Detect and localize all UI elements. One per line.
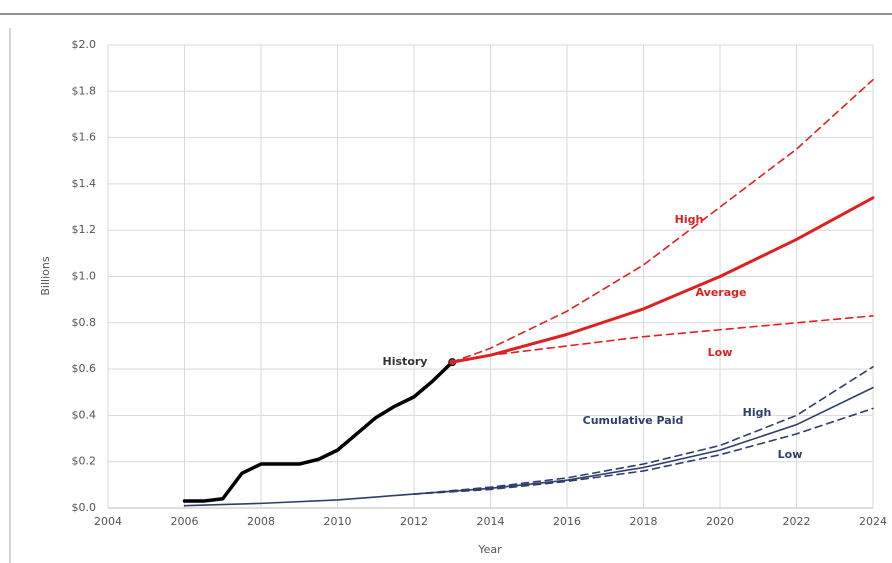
line-series (413, 365, 874, 495)
x-axis-label: Year (477, 543, 502, 556)
y-tick-label: $1.2 (72, 223, 97, 236)
series-label: Average (696, 286, 747, 299)
series-label: History (383, 355, 428, 368)
y-tick-label: $0.2 (72, 455, 97, 468)
line-series (183, 386, 874, 507)
y-tick-label: $0.0 (72, 501, 97, 514)
series-label: Cumulative Paid (583, 414, 684, 427)
y-tick-label: $1.6 (72, 131, 97, 144)
line-series (451, 315, 874, 363)
x-tick-label: 2006 (171, 515, 199, 528)
x-tick-label: 2010 (324, 515, 352, 528)
y-tick-label: $0.6 (72, 362, 97, 375)
x-tick-label: 2024 (859, 515, 887, 528)
y-tick-label: $2.0 (72, 38, 97, 51)
x-tick-label: 2018 (630, 515, 658, 528)
x-tick-label: 2016 (553, 515, 581, 528)
y-tick-label: $1.8 (72, 84, 97, 97)
y-tick-label: $0.4 (72, 408, 97, 421)
x-tick-label: 2022 (783, 515, 811, 528)
line-series (451, 78, 874, 363)
y-tick-label: $1.0 (72, 270, 97, 283)
x-tick-label: 2004 (94, 515, 122, 528)
series-label: High (743, 406, 772, 419)
x-tick-label: 2012 (400, 515, 428, 528)
line-series (450, 196, 875, 364)
x-tick-label: 2020 (706, 515, 734, 528)
series-label: Low (778, 448, 803, 461)
series-label: High (675, 213, 704, 226)
y-tick-label: $1.4 (72, 177, 97, 190)
x-tick-label: 2008 (247, 515, 275, 528)
series-label: Low (708, 346, 733, 359)
line-series (413, 407, 874, 495)
x-tick-label: 2014 (477, 515, 505, 528)
line-series (182, 360, 454, 503)
y-axis-label: Billions (39, 256, 52, 295)
y-tick-label: $0.8 (72, 316, 97, 329)
